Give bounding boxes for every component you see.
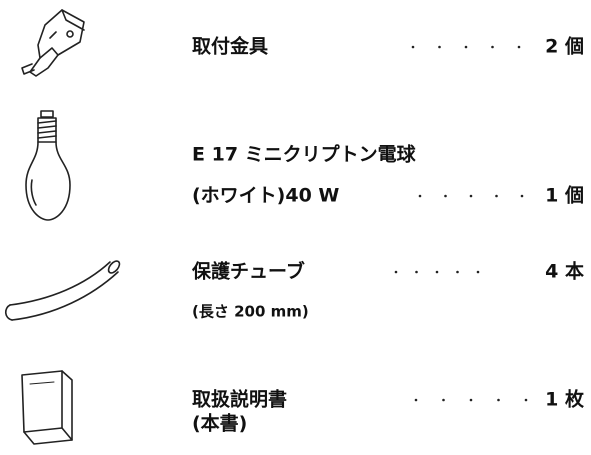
- item-name: (長さ 200 mm): [192, 303, 309, 321]
- leader-dot: [476, 270, 480, 274]
- item-name: 取付金具: [192, 35, 268, 58]
- leader-dot: [442, 398, 445, 402]
- manual-icon: [21, 370, 73, 445]
- item-name: 取扱説明書: [192, 388, 287, 411]
- leader-dot: [435, 270, 439, 274]
- leader-dot: [469, 398, 473, 402]
- bulb-icon: [25, 110, 71, 221]
- leader-dot: [520, 194, 524, 198]
- item-name: 保護チューブ: [191, 260, 305, 283]
- leader-dot: [464, 45, 468, 49]
- leader-dot: [491, 45, 494, 49]
- item-name: E 17 ミニクリプトン電球: [192, 143, 417, 166]
- leader-dot: [414, 398, 418, 402]
- leader-dot: [495, 194, 498, 198]
- leader-dot: [411, 45, 415, 49]
- item-name: (ホワイト)40 W: [192, 185, 339, 207]
- leader-dot: [394, 270, 398, 274]
- bracket-icon: [21, 9, 85, 77]
- leader-dot: [415, 270, 418, 274]
- item-quantity: 4 本: [545, 260, 584, 283]
- leader-dot: [517, 45, 521, 49]
- item-quantity: 1 個: [545, 185, 584, 207]
- item-quantity: 2 個: [545, 36, 584, 58]
- leader-dot: [438, 45, 441, 49]
- leader-dot: [418, 194, 422, 198]
- leader-dot: [469, 194, 473, 198]
- item-name: (本書): [192, 412, 247, 435]
- item-quantity: 1 枚: [545, 388, 585, 411]
- leader-dot: [444, 194, 447, 198]
- leader-dot: [524, 398, 528, 402]
- leader-dot: [456, 270, 459, 274]
- leader-dot: [497, 398, 500, 402]
- tube-icon: [4, 260, 121, 321]
